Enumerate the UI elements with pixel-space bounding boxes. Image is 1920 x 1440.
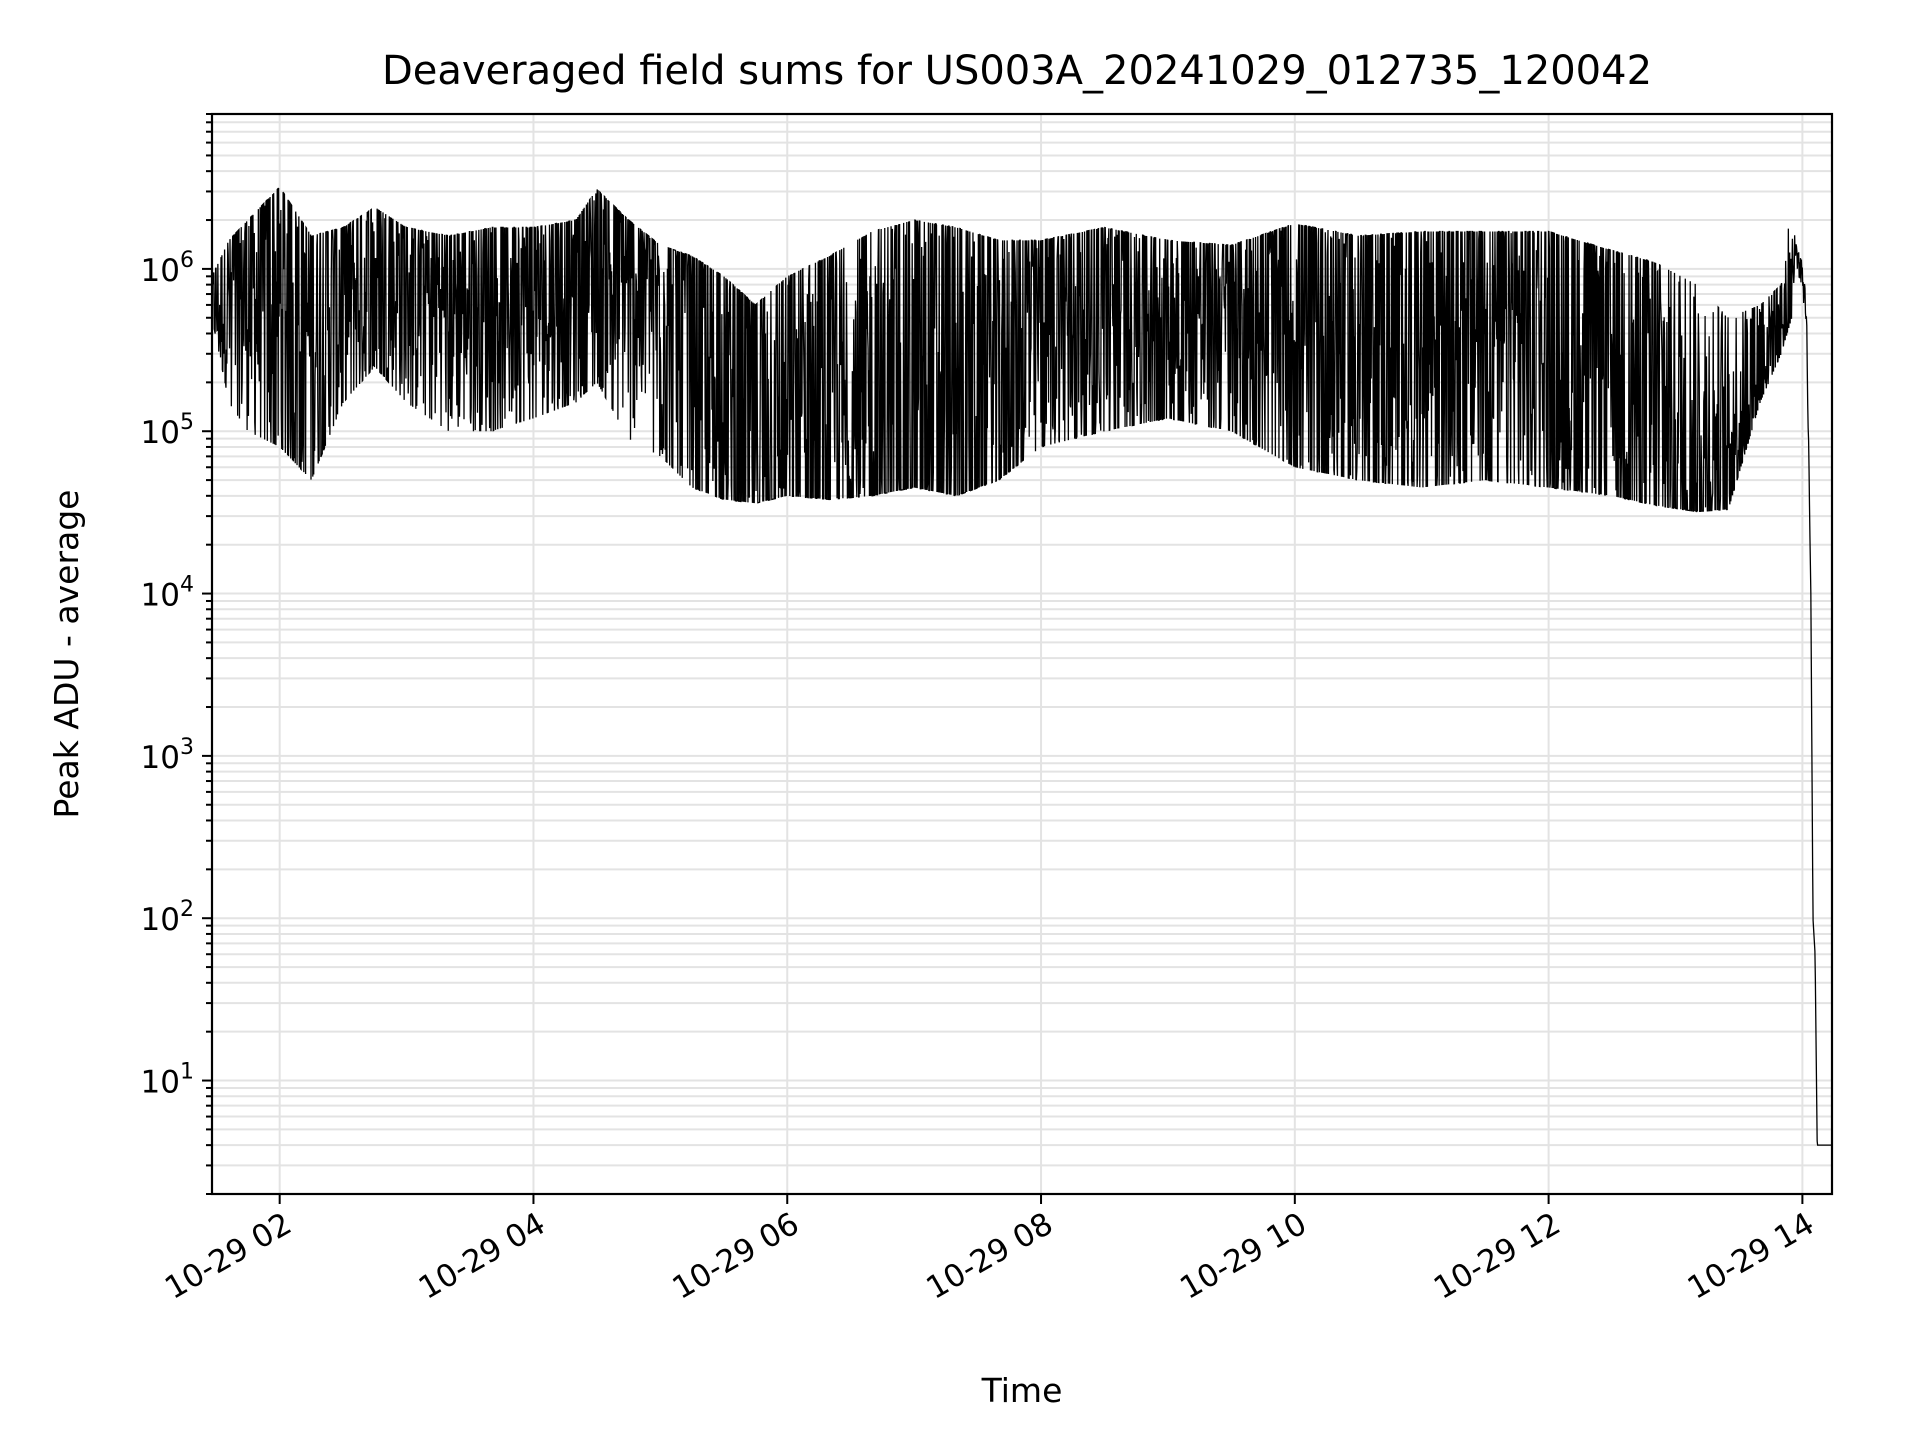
y-axis-label: Peak ADU - average: [47, 490, 86, 819]
x-tick-label: 10-29 08: [920, 1206, 1059, 1307]
x-tick-label: 10-29 14: [1682, 1206, 1821, 1307]
series-layer: [211, 187, 1832, 1146]
y-tick-label-base: 10: [141, 902, 180, 938]
y-tick-label: 105: [141, 410, 194, 451]
y-tick-label: 103: [141, 735, 194, 776]
x-tick-label: 10-29 10: [1174, 1206, 1313, 1307]
chart-title: Deaveraged field sums for US003A_2024102…: [382, 48, 1652, 94]
y-tick-label-exponent: 6: [180, 248, 194, 273]
x-tick-label: 10-29 02: [159, 1206, 298, 1307]
plot-frame: [210, 112, 1834, 1196]
y-tick-label-exponent: 2: [180, 897, 194, 922]
y-tick-label: 104: [141, 573, 194, 614]
y-tick-label: 101: [141, 1060, 194, 1101]
y-tick-label-exponent: 1: [180, 1060, 194, 1085]
y-tick-label-base: 10: [141, 1065, 180, 1101]
x-axis: 10-29 02 10-29 04 10-29 06 10-29 08 10-29 10…: [159, 1194, 1820, 1307]
y-tick-label-base: 10: [141, 253, 180, 289]
x-tick-label: 10-29 12: [1428, 1206, 1567, 1307]
series-line: [211, 187, 1832, 1146]
x-tick-label: 10-29 06: [667, 1206, 806, 1307]
x-axis-label: Time: [981, 1371, 1063, 1410]
y-tick-label-base: 10: [141, 740, 180, 776]
y-tick-label-exponent: 4: [180, 573, 194, 598]
y-tick-label-exponent: 5: [180, 410, 194, 435]
x-tick-label: 10-29 04: [413, 1206, 552, 1307]
y-tick-label-base: 10: [141, 415, 180, 451]
y-tick-label-exponent: 3: [180, 735, 194, 760]
y-tick-label: 102: [141, 897, 194, 938]
y-tick-label-base: 10: [141, 578, 180, 614]
y-tick-label: 106: [141, 248, 194, 289]
